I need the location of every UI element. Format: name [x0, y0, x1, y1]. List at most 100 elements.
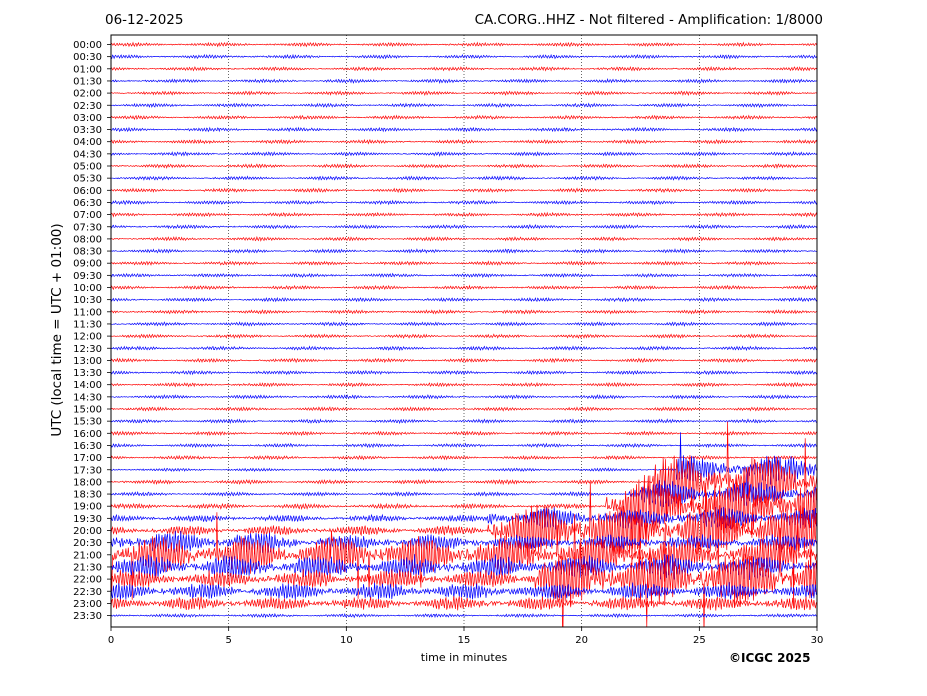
- trace-0500: [111, 163, 817, 170]
- trace-2300: [111, 596, 817, 611]
- y-tick-label: 12:00: [73, 332, 102, 343]
- y-tick-label: 00:30: [73, 52, 102, 63]
- y-tick-label: 16:00: [73, 429, 102, 440]
- y-tick-label: 21:30: [73, 562, 102, 573]
- y-tick-label: 05:00: [73, 162, 102, 173]
- trace-1530: [111, 418, 817, 425]
- trace-1600: [111, 430, 817, 437]
- trace-1700: [111, 454, 817, 461]
- trace-2000: [111, 473, 817, 607]
- trace-0530: [111, 175, 817, 181]
- y-tick-label: 08:00: [73, 234, 102, 245]
- trace-0430: [111, 151, 817, 157]
- y-tick-label: 22:30: [73, 587, 102, 598]
- trace-1200: [111, 333, 817, 339]
- y-tick-label: 06:30: [73, 198, 102, 209]
- y-tick-label: 02:30: [73, 101, 102, 112]
- trace-2230: [111, 582, 817, 601]
- y-tick-label: 08:30: [73, 247, 102, 258]
- y-tick-label: 01:30: [73, 76, 102, 87]
- trace-1030: [111, 296, 817, 303]
- y-tick-label: 09:00: [73, 259, 102, 270]
- trace-1500: [111, 406, 817, 412]
- y-tick-label: 14:00: [73, 380, 102, 391]
- y-tick-label: 14:30: [73, 392, 102, 403]
- trace-0300: [111, 114, 817, 121]
- y-tick-label: 17:30: [73, 465, 102, 476]
- trace-0200: [111, 90, 817, 97]
- trace-0130: [111, 77, 817, 84]
- trace-0100: [111, 65, 817, 72]
- trace-1330: [111, 369, 817, 376]
- trace-0800: [111, 235, 817, 242]
- x-tick-label: 10: [340, 635, 353, 646]
- trace-1430: [111, 394, 817, 401]
- x-tick-label: 25: [693, 635, 706, 646]
- y-tick-label: 15:30: [73, 417, 102, 428]
- traces-group: [111, 41, 817, 627]
- trace-2130: [111, 554, 817, 581]
- chart-title: CA.CORG..HHZ - Not filtered - Amplificat…: [474, 12, 823, 28]
- y-tick-label: 01:00: [73, 64, 102, 75]
- x-tick-label: 5: [225, 635, 231, 646]
- trace-0930: [111, 272, 817, 279]
- y-tick-label: 13:30: [73, 368, 102, 379]
- trace-0630: [111, 199, 817, 206]
- trace-0900: [111, 260, 817, 266]
- y-tick-label: 16:30: [73, 441, 102, 452]
- y-tick-label: 11:00: [73, 307, 102, 318]
- y-tick-label: 17:00: [73, 453, 102, 464]
- copyright-label: ©ICGC 2025: [729, 651, 811, 665]
- y-tick-label: 05:30: [73, 174, 102, 185]
- y-tick-label: 04:30: [73, 149, 102, 160]
- plot-frame: [110, 34, 818, 628]
- trace-0400: [111, 138, 817, 145]
- trace-0330: [111, 126, 817, 133]
- y-tick-label: 22:00: [73, 575, 102, 586]
- trace-1730: [111, 432, 817, 500]
- y-tick-label: 13:00: [73, 356, 102, 367]
- x-axis-label: time in minutes: [420, 651, 508, 664]
- y-tick-label: 03:30: [73, 125, 102, 136]
- y-tick-label: 06:00: [73, 186, 102, 197]
- trace-1100: [111, 308, 817, 315]
- trace-1230: [111, 345, 817, 352]
- trace-1400: [111, 381, 817, 388]
- y-tick-label: 18:30: [73, 490, 102, 501]
- trace-1830: [111, 480, 817, 508]
- trace-0230: [111, 102, 817, 108]
- y-tick-label: 20:00: [73, 526, 102, 537]
- y-tick-label: 12:30: [73, 344, 102, 355]
- trace-1300: [111, 357, 817, 364]
- y-tick-label: 04:00: [73, 137, 102, 148]
- y-tick-label: 07:00: [73, 210, 102, 221]
- y-tick-label: 23:00: [73, 599, 102, 610]
- y-tick-label: 23:30: [73, 611, 102, 622]
- y-tick-label: 19:00: [73, 502, 102, 513]
- y-tick-label: 07:30: [73, 222, 102, 233]
- x-tick-label: 30: [811, 635, 824, 646]
- trace-2030: [111, 530, 817, 555]
- y-tick-label: 09:30: [73, 271, 102, 282]
- trace-0600: [111, 187, 817, 194]
- y-tick-label: 15:00: [73, 405, 102, 416]
- x-tick-label: 15: [458, 635, 471, 646]
- trace-1000: [111, 284, 817, 291]
- trace-0000: [111, 41, 817, 48]
- y-tick-label: 02:00: [73, 89, 102, 100]
- trace-1130: [111, 321, 817, 327]
- trace-1630: [111, 442, 817, 449]
- trace-0730: [111, 224, 817, 230]
- y-tick-label: 20:30: [73, 538, 102, 549]
- y-tick-label: 18:00: [73, 477, 102, 488]
- trace-0030: [111, 53, 817, 60]
- y-tick-label: 11:30: [73, 319, 102, 330]
- y-tick-label: 10:30: [73, 295, 102, 306]
- trace-2100: [111, 512, 817, 600]
- date-label: 06-12-2025: [105, 12, 184, 28]
- y-tick-label: 03:00: [73, 113, 102, 124]
- trace-1800: [111, 421, 817, 522]
- y-tick-label: 00:00: [73, 40, 102, 51]
- trace-0700: [111, 211, 817, 218]
